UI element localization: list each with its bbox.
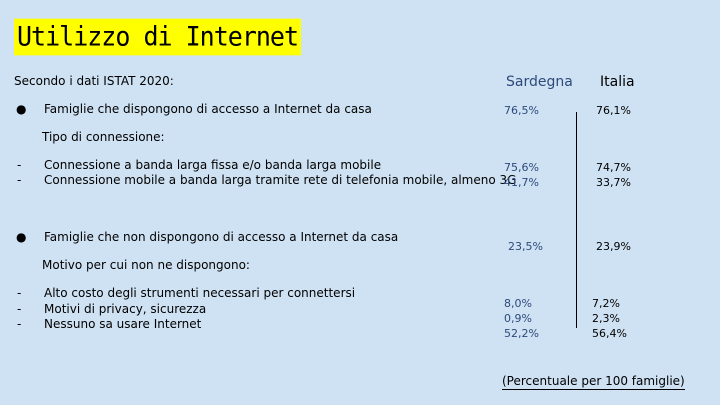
row-label-motivo-2: Nessuno sa usare Internet — [44, 317, 202, 331]
row-label-accesso: Famiglie che dispongono di accesso a Int… — [44, 102, 372, 116]
value-italia-tipo-0: 74,7% — [596, 161, 631, 174]
row-label-tipo-0: Connessione a banda larga fissa e/o band… — [44, 158, 382, 172]
row-label-non-accesso: Famiglie che non dispongono di accesso a… — [44, 230, 399, 244]
footnote: (Percentuale per 100 famiglie) — [502, 374, 685, 390]
dash-icon: - — [17, 286, 22, 300]
dash-icon: - — [17, 302, 22, 316]
bullet-icon: ● — [16, 102, 27, 116]
row-label-motivo-1: Motivi di privacy, sicurezza — [44, 302, 207, 316]
value-sardegna-motivo-0: 8,0% — [504, 297, 532, 310]
value-italia-accesso: 76,1% — [596, 104, 631, 117]
column-header-sardegna: Sardegna — [506, 74, 573, 90]
dash-icon: - — [17, 173, 22, 187]
value-sardegna-motivo-1: 0,9% — [504, 312, 532, 325]
subheading-motivo: Motivo per cui non ne dispongono: — [42, 258, 250, 272]
intro-text: Secondo i dati ISTAT 2020: — [14, 74, 174, 88]
value-italia-motivo-0: 7,2% — [592, 297, 620, 310]
row-label-motivo-0: Alto costo degli strumenti necessari per… — [44, 286, 356, 300]
column-divider — [576, 112, 577, 328]
value-sardegna-tipo-1: 41,7% — [504, 176, 539, 189]
subheading-tipo: Tipo di connessione: — [42, 130, 165, 144]
value-sardegna-non-accesso: 23,5% — [508, 240, 543, 253]
value-italia-motivo-2: 56,4% — [592, 327, 627, 340]
dash-icon: - — [17, 158, 22, 172]
value-sardegna-tipo-0: 75,6% — [504, 161, 539, 174]
bullet-icon: ● — [16, 230, 27, 244]
value-sardegna-accesso: 76,5% — [504, 104, 539, 117]
value-italia-tipo-1: 33,7% — [596, 176, 631, 189]
value-italia-non-accesso: 23,9% — [596, 240, 631, 253]
value-sardegna-motivo-2: 52,2% — [504, 327, 539, 340]
row-label-tipo-1: Connessione mobile a banda larga tramite… — [44, 173, 517, 187]
column-header-italia: Italia — [600, 74, 635, 90]
value-italia-motivo-1: 2,3% — [592, 312, 620, 325]
dash-icon: - — [17, 317, 22, 331]
page-title: Utilizzo di Internet — [14, 18, 302, 56]
